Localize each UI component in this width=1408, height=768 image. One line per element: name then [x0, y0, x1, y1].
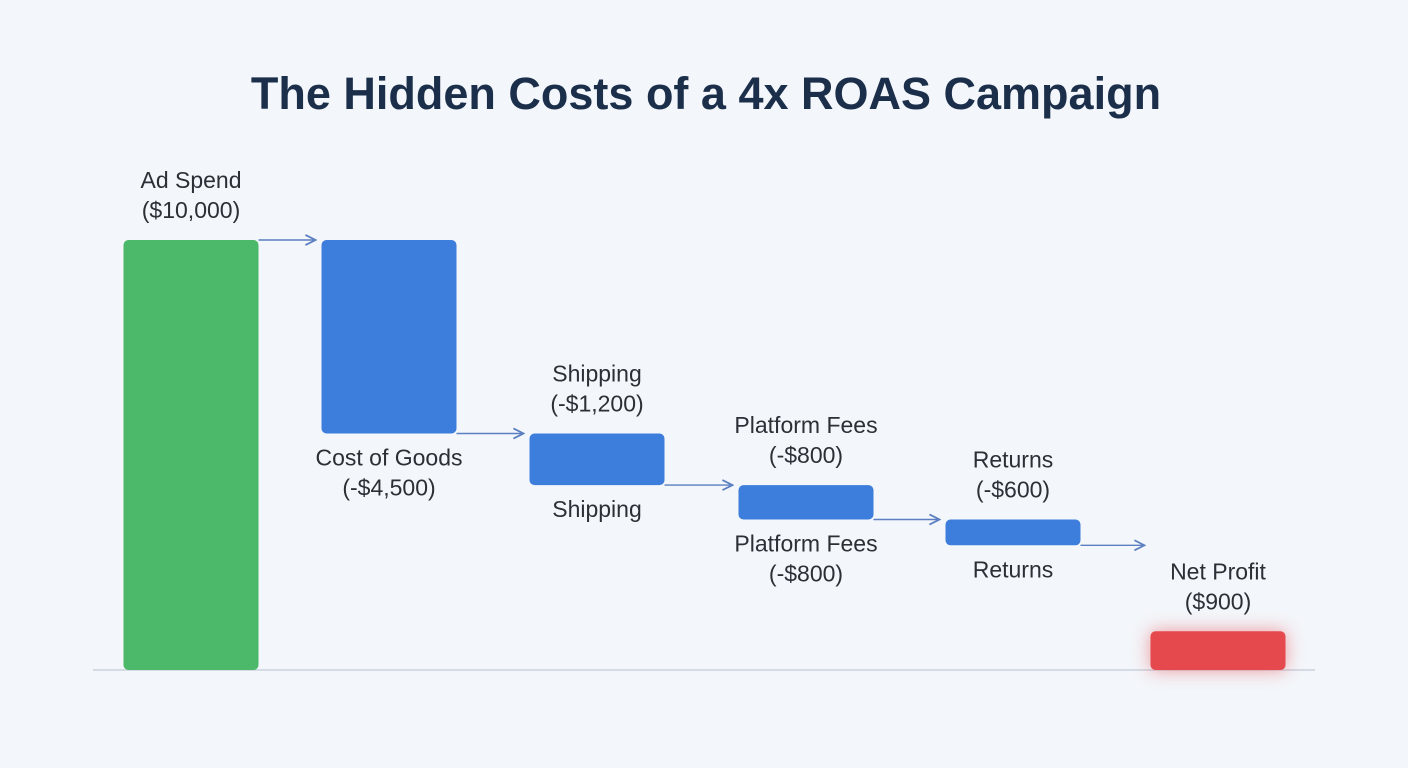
- category-label: Cost of Goods: [315, 445, 462, 471]
- category-label: Returns: [973, 556, 1054, 582]
- bar: [321, 240, 457, 434]
- category-label: Platform Fees: [734, 531, 877, 557]
- category-label: Returns: [973, 447, 1054, 473]
- value-label: (-$600): [976, 477, 1050, 503]
- bar: [1150, 631, 1286, 670]
- value-label: ($10,000): [142, 197, 240, 223]
- value-label: (-$4,500): [342, 475, 435, 501]
- chart-title: The Hidden Costs of a 4x ROAS Campaign: [251, 68, 1161, 119]
- value-label: (-$800): [769, 561, 843, 587]
- bar: [123, 240, 259, 670]
- category-label: Shipping: [552, 496, 642, 522]
- category-label: Platform Fees: [734, 412, 877, 438]
- value-label: (-$800): [769, 442, 843, 468]
- value-label: ($900): [1185, 588, 1251, 614]
- bar: [945, 519, 1081, 546]
- category-label: Net Profit: [1170, 558, 1266, 584]
- value-label: (-$1,200): [550, 391, 643, 417]
- bar: [738, 485, 874, 520]
- category-label: Shipping: [552, 361, 642, 387]
- bar: [529, 433, 665, 486]
- category-label: Ad Spend: [140, 167, 241, 193]
